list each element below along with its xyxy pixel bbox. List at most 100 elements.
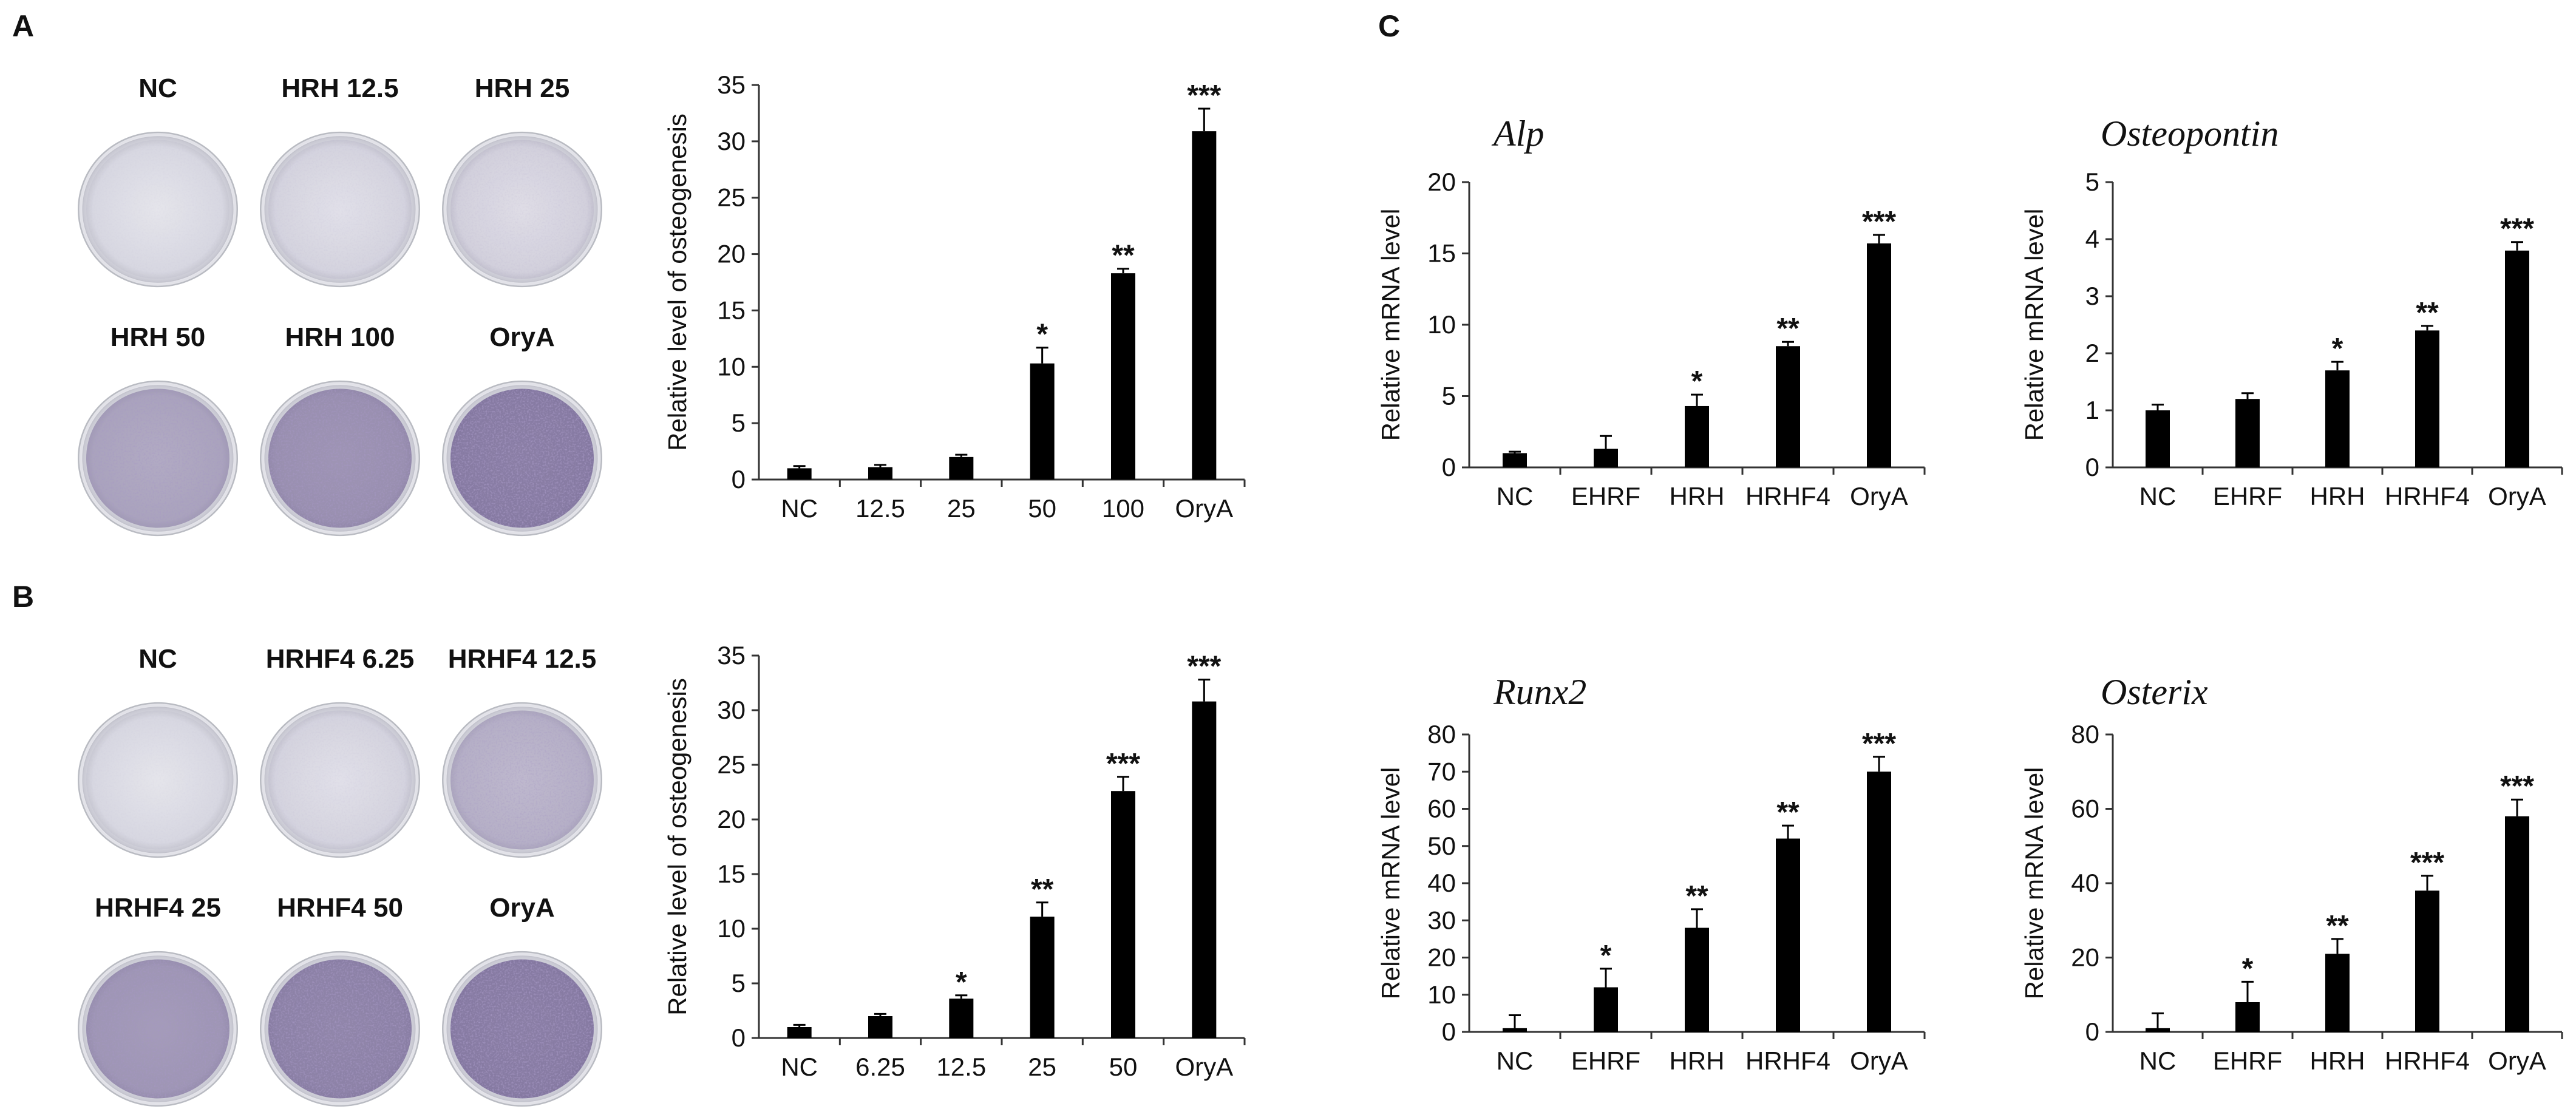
petri-dish [260,702,420,858]
petri-dish [260,951,420,1107]
dish-speckle [450,140,594,279]
x-tick-label: OryA [1175,1053,1233,1081]
bar [1503,453,1527,467]
bar [2505,816,2529,1032]
significance-marker: ** [2416,297,2439,329]
bar [949,456,974,480]
x-tick-label: HRH [2310,482,2365,510]
y-tick-label: 4 [2085,225,2099,253]
bar [2415,890,2439,1032]
panel-letter-c: C [1378,9,1400,43]
significance-marker: * [1036,319,1048,351]
chart-c-osteopontin: Osteopontin 0 1 2 3 4 5 Relative mRNA level NC EH… [2020,114,2563,510]
y-tick-label: 3 [2085,282,2099,310]
y-tick-label: 40 [1427,869,1456,897]
dish-label: HRHF4 6.25 [266,644,415,674]
significance-marker: * [956,966,967,999]
dish-speckle [450,710,594,850]
dish-label: NC [138,644,177,674]
significance-marker: ** [1685,880,1708,912]
x-tick-label: EHRF [2213,482,2282,510]
petri-dish [442,951,602,1107]
bar [2415,330,2439,467]
dish-label: HRHF4 25 [95,893,221,923]
dish-rim [443,704,601,856]
dish-speckle [268,959,412,1099]
significance-marker: *** [1862,206,1896,238]
significance-marker: * [1691,365,1703,398]
bar [787,468,812,480]
dish-label: HRH 25 [475,73,570,103]
dish-rim [443,382,601,535]
dish-label: OryA [489,322,555,352]
y-tick-label: 5 [2085,168,2099,196]
dish-rim [79,704,237,856]
x-tick-label: NC [781,494,818,523]
x-tick-label: HRH [1670,1046,1725,1075]
panel-letter-a: A [12,9,34,43]
significance-marker: *** [1106,748,1140,780]
y-tick-label: 0 [732,465,746,493]
dish-speckle [86,710,229,850]
bar [2325,370,2350,467]
bar [2325,954,2350,1032]
y-tick-label: 40 [2071,869,2099,897]
petri-dish [442,702,602,858]
y-tick-label: 20 [717,805,746,833]
dish-rim [443,952,601,1105]
y-tick-label: 25 [717,183,746,212]
dish-speckle [268,140,412,279]
dish-speckle [86,140,229,279]
significance-marker: *** [2410,847,2444,879]
y-tick-label: 70 [1427,757,1456,785]
x-tick-label: OryA [1850,1046,1908,1075]
bar [949,999,974,1038]
dish-speckle [450,959,594,1099]
y-tick-label: 5 [732,409,746,437]
bar [868,1016,892,1038]
x-tick-label: 25 [947,494,976,523]
y-tick-label: 5 [732,969,746,997]
significance-marker: * [2332,333,2343,365]
x-tick-label: HRH [1670,482,1725,510]
y-tick-label: 60 [2071,795,2099,823]
bar [1594,987,1618,1032]
y-tick-label: 50 [1427,832,1456,860]
x-tick-label: 12.5 [855,494,905,523]
y-tick-label: 0 [2085,1017,2099,1046]
significance-marker: ** [1031,873,1054,906]
bar [2235,1002,2260,1032]
dish-speckle [86,388,229,528]
dish-rim [261,704,419,856]
chart-c-alp: Alp 0 5 10 15 20 Relative mRNA level NC EHRF HRH *… [1376,114,1926,510]
y-tick-label: 35 [717,70,746,99]
chart-title: Runx2 [1493,672,1586,712]
dish-speckle [268,710,412,850]
bar [1685,928,1709,1032]
y-tick-label: 20 [717,240,746,268]
x-tick-label: NC [781,1053,818,1081]
bar [1503,1028,1527,1032]
x-tick-label: 50 [1109,1053,1138,1081]
y-tick-label: 15 [717,860,746,888]
chart-title: Osteopontin [2101,114,2279,154]
dish-speckle [86,959,229,1099]
chart-title: Alp [1491,114,1544,154]
bar [1192,131,1217,480]
x-tick-label: NC [1497,1046,1534,1075]
dish-label: HRH 50 [110,322,206,352]
bar [2505,250,2529,467]
bar [1594,449,1618,467]
y-tick-label: 10 [1427,310,1456,339]
x-tick-label: HRHF4 [2385,482,2470,510]
x-tick-label: NC [1497,482,1534,510]
y-axis-label: Relative mRNA level [1376,209,1405,441]
dish-speckle [268,388,412,528]
significance-marker: * [1600,940,1612,972]
dish-label: OryA [489,893,555,923]
dish-label: HRHF4 50 [277,893,403,923]
chart-c-runx2: Runx2 0 10 20 30 40 50 60 70 80 Relative mRNA leve… [1376,672,1926,1075]
dish-rim [443,133,601,286]
petri-dish [78,702,238,858]
